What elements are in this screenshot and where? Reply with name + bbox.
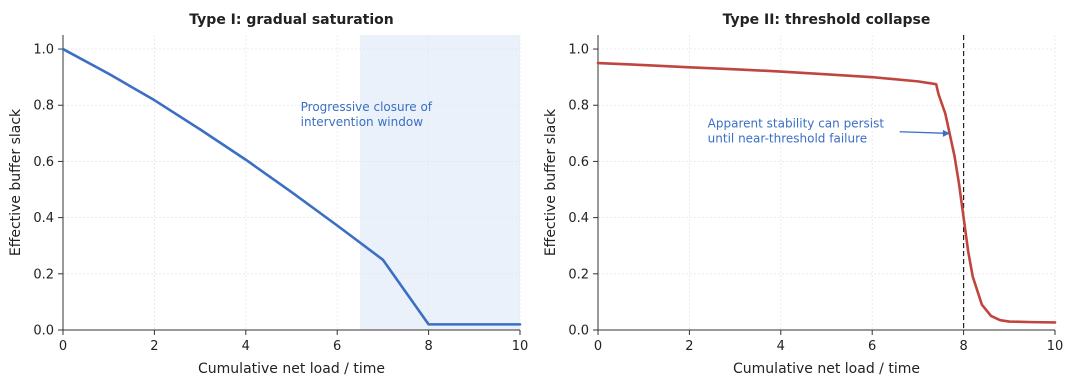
chart-panel-1: 0 2 4 6 8 10 0.0 0.2 0.4 0.6 0.8 1.0 Progressive clo… [8,12,528,377]
y-tick-label: 0.2 [568,267,589,282]
y-tick-label: 0.8 [568,99,589,114]
y-tick-label: 0.0 [33,324,54,339]
x-tick-label: 6 [333,339,341,354]
series-line [61,47,522,326]
y-tick-label: 1.0 [33,43,54,58]
annotation-text: Progressive closure of intervention windo… [301,100,433,129]
y-axis-label: Effective buffer slack [543,108,559,256]
annotation-arrow [899,131,947,134]
series-line [596,61,1057,324]
x-tick-label: 0 [594,339,602,354]
x-tick-label: 0 [59,339,67,354]
x-axis-label: Cumulative net load / time [733,361,920,377]
x-tick-label: 4 [777,339,785,354]
annotation-line: Apparent stability can persist [708,117,885,131]
shaded-region [360,35,520,330]
y-tick-label: 0.4 [33,211,54,226]
chart-title: Type I: gradual saturation [189,12,393,28]
y-axis-label: Effective buffer slack [8,108,24,256]
chart-title: Type II: threshold collapse [723,12,931,28]
x-tick-label: 8 [424,339,432,354]
y-tick-label: 0.4 [568,211,589,226]
y-tick-label: 0.6 [568,155,589,170]
x-tick-label: 2 [150,339,158,354]
x-tick-label: 6 [868,339,876,354]
y-tick-label: 0.2 [33,267,54,282]
x-tick-label: 10 [512,339,529,354]
annotation-line: intervention window [301,115,424,129]
chart-panel-2: 0 2 4 6 8 10 0.0 0.2 0.4 0.6 0.8 1.0 Apparent stabil… [543,12,1063,377]
annotation-line: Progressive closure of [301,100,433,114]
x-axis-label: Cumulative net load / time [198,361,385,377]
annotation-text: Apparent stability can persist until near… [708,117,885,146]
y-tick-label: 0.8 [33,99,54,114]
annotation-line: until near-threshold failure [708,132,867,146]
x-tick-label: 4 [242,339,250,354]
y-tick-label: 0.6 [33,155,54,170]
y-tick-label: 0.0 [568,324,589,339]
annotation-arrowhead [942,129,950,137]
y-tick-label: 1.0 [568,43,589,58]
x-tick-label: 8 [959,339,967,354]
x-tick-label: 10 [1047,339,1064,354]
x-tick-label: 2 [685,339,693,354]
